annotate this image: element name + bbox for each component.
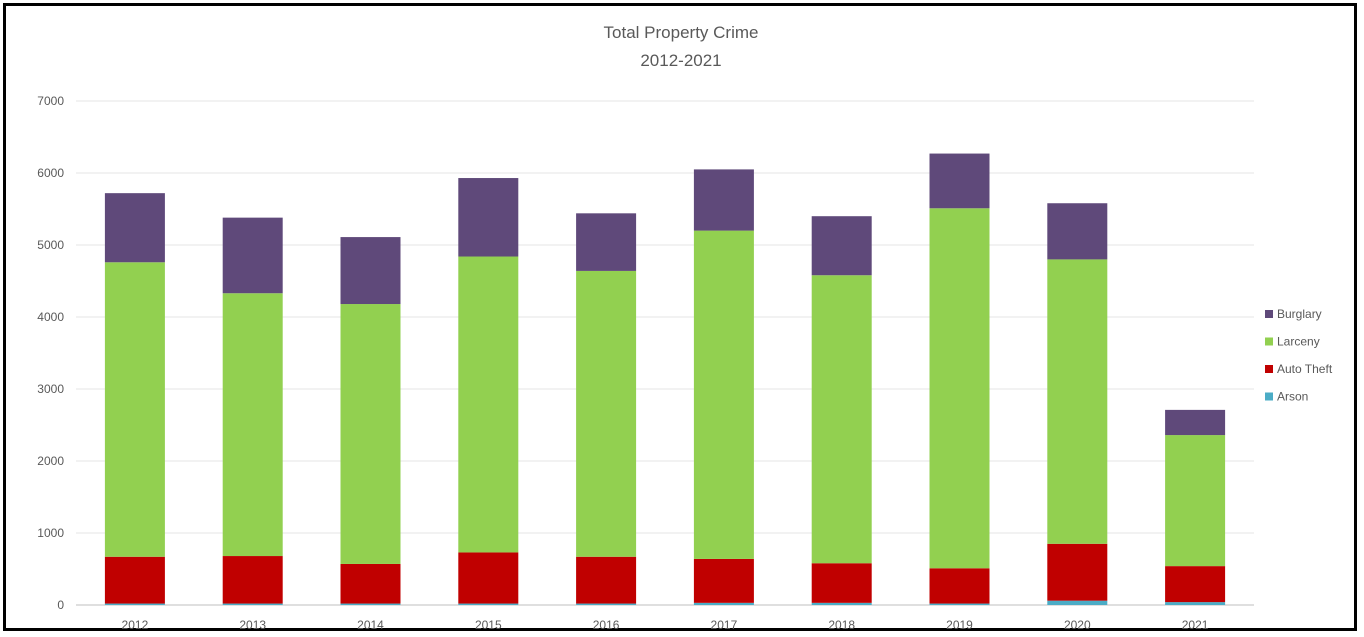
- x-tick-label: 2021: [1182, 618, 1209, 632]
- bar-burglary-2017: [693, 169, 754, 231]
- bar-burglary-2020: [1047, 203, 1108, 260]
- bar-burglary-2018: [811, 216, 872, 276]
- bar-larceny-2018: [811, 275, 872, 564]
- bar-auto-theft-2012: [104, 556, 165, 604]
- chart-title: Total Property Crime: [604, 23, 759, 42]
- bar-larceny-2017: [693, 230, 754, 559]
- legend-swatch-arson: [1265, 392, 1273, 401]
- legend-label-larceny: Larceny: [1277, 335, 1320, 349]
- y-tick-label: 3000: [37, 382, 64, 396]
- bar-arson-2020: [1047, 600, 1108, 605]
- legend-swatch-burglary: [1265, 310, 1273, 318]
- bar-auto-theft-2015: [458, 552, 519, 604]
- y-tick-label: 4000: [37, 310, 64, 324]
- bar-auto-theft-2020: [1047, 543, 1108, 601]
- bar-auto-theft-2017: [693, 558, 754, 603]
- bar-arson-2014: [340, 603, 401, 605]
- chart-subtitle: 2012-2021: [640, 51, 721, 70]
- bar-burglary-2014: [340, 237, 401, 305]
- bar-auto-theft-2014: [340, 563, 401, 604]
- bar-larceny-2012: [104, 262, 165, 557]
- y-tick-label: 7000: [37, 94, 64, 108]
- y-tick-label: 1000: [37, 526, 64, 540]
- legend-label-arson: Arson: [1277, 390, 1308, 404]
- bars: [104, 153, 1226, 605]
- legend: Burglary Larceny Auto Theft Arson: [1265, 307, 1333, 404]
- y-tick-label: 6000: [37, 166, 64, 180]
- bar-burglary-2013: [222, 217, 283, 294]
- x-tick-label: 2016: [593, 618, 620, 632]
- y-tick-label: 2000: [37, 454, 64, 468]
- bar-arson-2016: [576, 603, 637, 605]
- x-tick-label: 2020: [1064, 618, 1091, 632]
- bar-auto-theft-2021: [1165, 566, 1226, 603]
- bar-arson-2018: [811, 602, 872, 605]
- y-axis-ticks: 0 1000 2000 3000 4000 5000 6000 7000: [37, 94, 64, 612]
- x-tick-label: 2019: [946, 618, 973, 632]
- bar-burglary-2012: [104, 193, 165, 263]
- bar-larceny-2015: [458, 256, 519, 553]
- bar-arson-2012: [104, 603, 165, 605]
- legend-swatch-auto-theft: [1265, 365, 1273, 373]
- bar-larceny-2019: [929, 208, 990, 569]
- bar-larceny-2013: [222, 293, 283, 557]
- bar-auto-theft-2018: [811, 563, 872, 603]
- bar-auto-theft-2016: [576, 556, 637, 604]
- bar-burglary-2021: [1165, 409, 1226, 436]
- x-tick-label: 2014: [357, 618, 384, 632]
- y-tick-label: 5000: [37, 238, 64, 252]
- bar-larceny-2014: [340, 304, 401, 564]
- bar-burglary-2015: [458, 178, 519, 257]
- bar-arson-2015: [458, 603, 519, 605]
- bar-arson-2013: [222, 603, 283, 605]
- x-tick-label: 2015: [475, 618, 502, 632]
- bar-larceny-2021: [1165, 435, 1226, 567]
- x-axis-ticks: 2012 2013 2014 2015 2016 2017 2018 2019 2020 2021: [122, 618, 1209, 632]
- bar-arson-2017: [693, 602, 754, 605]
- x-tick-label: 2017: [711, 618, 738, 632]
- bar-larceny-2016: [576, 270, 637, 557]
- x-tick-label: 2012: [122, 618, 149, 632]
- bar-burglary-2019: [929, 153, 990, 209]
- bar-auto-theft-2013: [222, 556, 283, 604]
- x-tick-label: 2013: [239, 618, 266, 632]
- bar-arson-2019: [929, 603, 990, 605]
- legend-swatch-larceny: [1265, 337, 1273, 346]
- legend-label-auto-theft: Auto Theft: [1277, 362, 1333, 376]
- legend-label-burglary: Burglary: [1277, 307, 1322, 321]
- bar-arson-2021: [1165, 602, 1226, 605]
- bar-auto-theft-2019: [929, 568, 990, 604]
- x-tick-label: 2018: [828, 618, 855, 632]
- bar-burglary-2016: [576, 213, 637, 271]
- y-tick-label: 0: [57, 598, 64, 612]
- bar-larceny-2020: [1047, 259, 1108, 544]
